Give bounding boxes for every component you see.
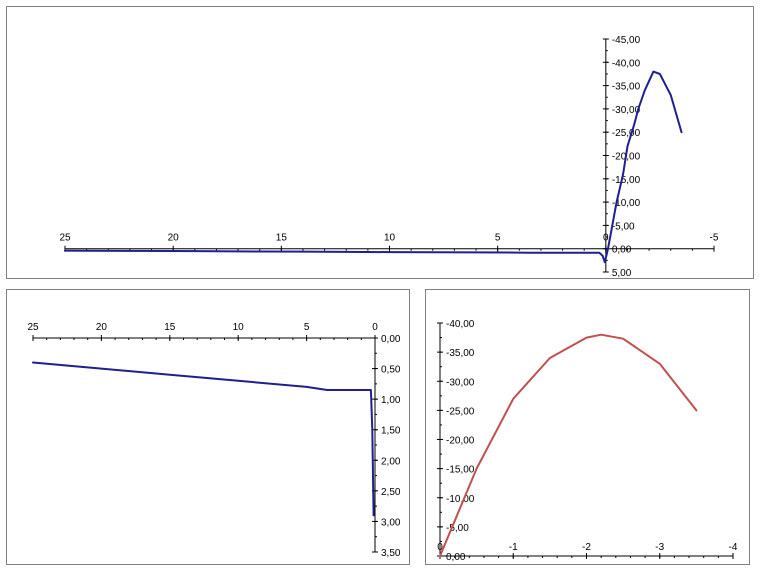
chart-bottom-left-svg: 25 20 15 10 5 00,00 0,50 1,00 1,50 2,00 2,50 3,00 3,… <box>27 322 401 559</box>
chart3-y-tick-label: -20,00 <box>446 436 475 447</box>
chart-bottom-right-svg: 0 -1 -2 -3 -4 -40,00 -35,00 -30,00 -25,00 -20,00 -… <box>437 319 738 563</box>
chart3-y-tick-label: -40,00 <box>446 319 475 330</box>
chart2-y-tick-label: 1,00 <box>381 395 401 406</box>
chart1-x-tick-label: 10 <box>384 233 396 244</box>
chart1-y-tick-label: -40,00 <box>612 58 641 69</box>
chart1-y-tick-label: -15,00 <box>612 175 641 186</box>
chart1-y-tick-label: 0,00 <box>612 245 632 256</box>
chart1-x-tick-label: 0 <box>603 233 609 244</box>
chart1-y-tick-label: -45,00 <box>612 35 641 46</box>
chart1-y-tick-label: -10,00 <box>612 198 641 209</box>
chart-panel-bottom-right: 0 -1 -2 -3 -4 -40,00 -35,00 -30,00 -25,00 -20,00 -… <box>425 289 750 565</box>
chart3-x-tick-label: -4 <box>729 542 738 553</box>
chart1-x-tick-label: 15 <box>276 233 288 244</box>
chart3-y-tick-label: -10,00 <box>446 494 475 505</box>
chart-panel-top: 25 20 15 10 5 0 -5 -45,00 -40,00 -35,00 -30,00 -25,… <box>6 6 754 279</box>
chart2-series-line-1 <box>32 361 375 517</box>
chart1-y-tick-label: -25,00 <box>612 128 641 139</box>
chart2-y-tick-label: 2,00 <box>381 456 401 467</box>
chart-top-svg: 25 20 15 10 5 0 -5 -45,00 -40,00 -35,00 -30,00 -25,… <box>59 35 719 279</box>
chart3-x-tick-label: -2 <box>582 542 591 553</box>
chart1-x-tick-label: 20 <box>168 233 180 244</box>
chart3-y-tick-label: -5,00 <box>446 523 469 534</box>
chart2-x-tick-label: 0 <box>372 322 378 333</box>
chart1-x-tick-label: 5 <box>495 233 501 244</box>
chart3-y-tick-label: -25,00 <box>446 406 475 417</box>
chart2-x-tick-label: 15 <box>164 322 176 333</box>
chart2-y-tick-label: 1,50 <box>381 426 401 437</box>
chart2-x-tick-label: 20 <box>96 322 108 333</box>
chart3-x-tick-label: 0 <box>437 542 443 553</box>
chart2-x-tick-label: 25 <box>27 322 39 333</box>
chart2-x-tick-label: 5 <box>304 322 310 333</box>
chart2-y-tick-label: 0,00 <box>381 334 401 345</box>
chart1-y-tick-label: -5,00 <box>612 221 635 232</box>
chart1-series-line-1 <box>64 70 683 264</box>
chart3-x-tick-label: -3 <box>655 542 664 553</box>
chart3-x-tick-label: -1 <box>509 542 518 553</box>
chart1-y-tick-label: -30,00 <box>612 105 641 116</box>
chart2-x-tick-label: 10 <box>233 322 245 333</box>
chart3-y-tick-label: 0,00 <box>446 552 466 563</box>
chart1-x-tick-label: 25 <box>59 233 71 244</box>
chart2-y-tick-label: 2,50 <box>381 487 401 498</box>
chart2-y-tick-label: 0,50 <box>381 365 401 376</box>
chart3-y-tick-label: -35,00 <box>446 348 475 359</box>
chart3-series-line-1 <box>439 333 698 557</box>
chart3-y-tick-label: -15,00 <box>446 465 475 476</box>
chart1-y-tick-label: 5,00 <box>612 268 632 279</box>
chart-panel-bottom-left: 25 20 15 10 5 0 0,00 0,50 1,00 1,50 2,00 2,50 3,00 3,… <box>6 289 410 565</box>
chart1-y-tick-label: -35,00 <box>612 82 641 93</box>
chart2-y-tick-label: 3,00 <box>381 517 401 528</box>
chart3-y-tick-label: -30,00 <box>446 377 475 388</box>
chart2-y-tick-label: 3,50 <box>381 548 401 559</box>
chart1-x-tick-label: -5 <box>710 233 719 244</box>
